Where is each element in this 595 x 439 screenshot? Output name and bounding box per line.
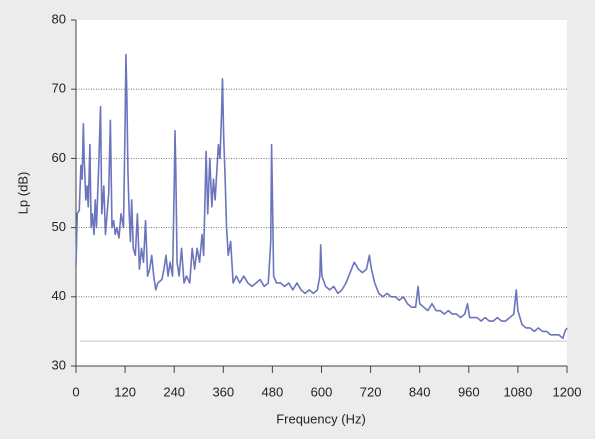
y-tick-label: 70	[52, 81, 66, 96]
y-tick-label: 80	[52, 11, 66, 26]
x-tick-label: 600	[311, 384, 333, 399]
y-tick-label: 60	[52, 150, 66, 165]
x-tick-label: 1200	[553, 384, 582, 399]
spectrum-line	[75, 53, 568, 340]
x-tick-label: 120	[114, 384, 136, 399]
y-tick-label: 30	[52, 357, 66, 372]
x-tick-label: 360	[212, 384, 234, 399]
x-tick-label: 960	[458, 384, 480, 399]
y-tick-label: 50	[52, 219, 66, 234]
x-tick-label: 1080	[503, 384, 532, 399]
y-axis-label: Lp (dB)	[15, 172, 30, 215]
plot-area	[76, 20, 567, 366]
x-tick-label: 240	[163, 384, 185, 399]
x-tick-label: 720	[360, 384, 382, 399]
y-tick-label: 40	[52, 288, 66, 303]
x-tick-label: 840	[409, 384, 431, 399]
x-tick-label: 480	[262, 384, 284, 399]
x-axis-label: Frequency (Hz)	[276, 411, 366, 426]
x-tick-label: 0	[72, 384, 79, 399]
